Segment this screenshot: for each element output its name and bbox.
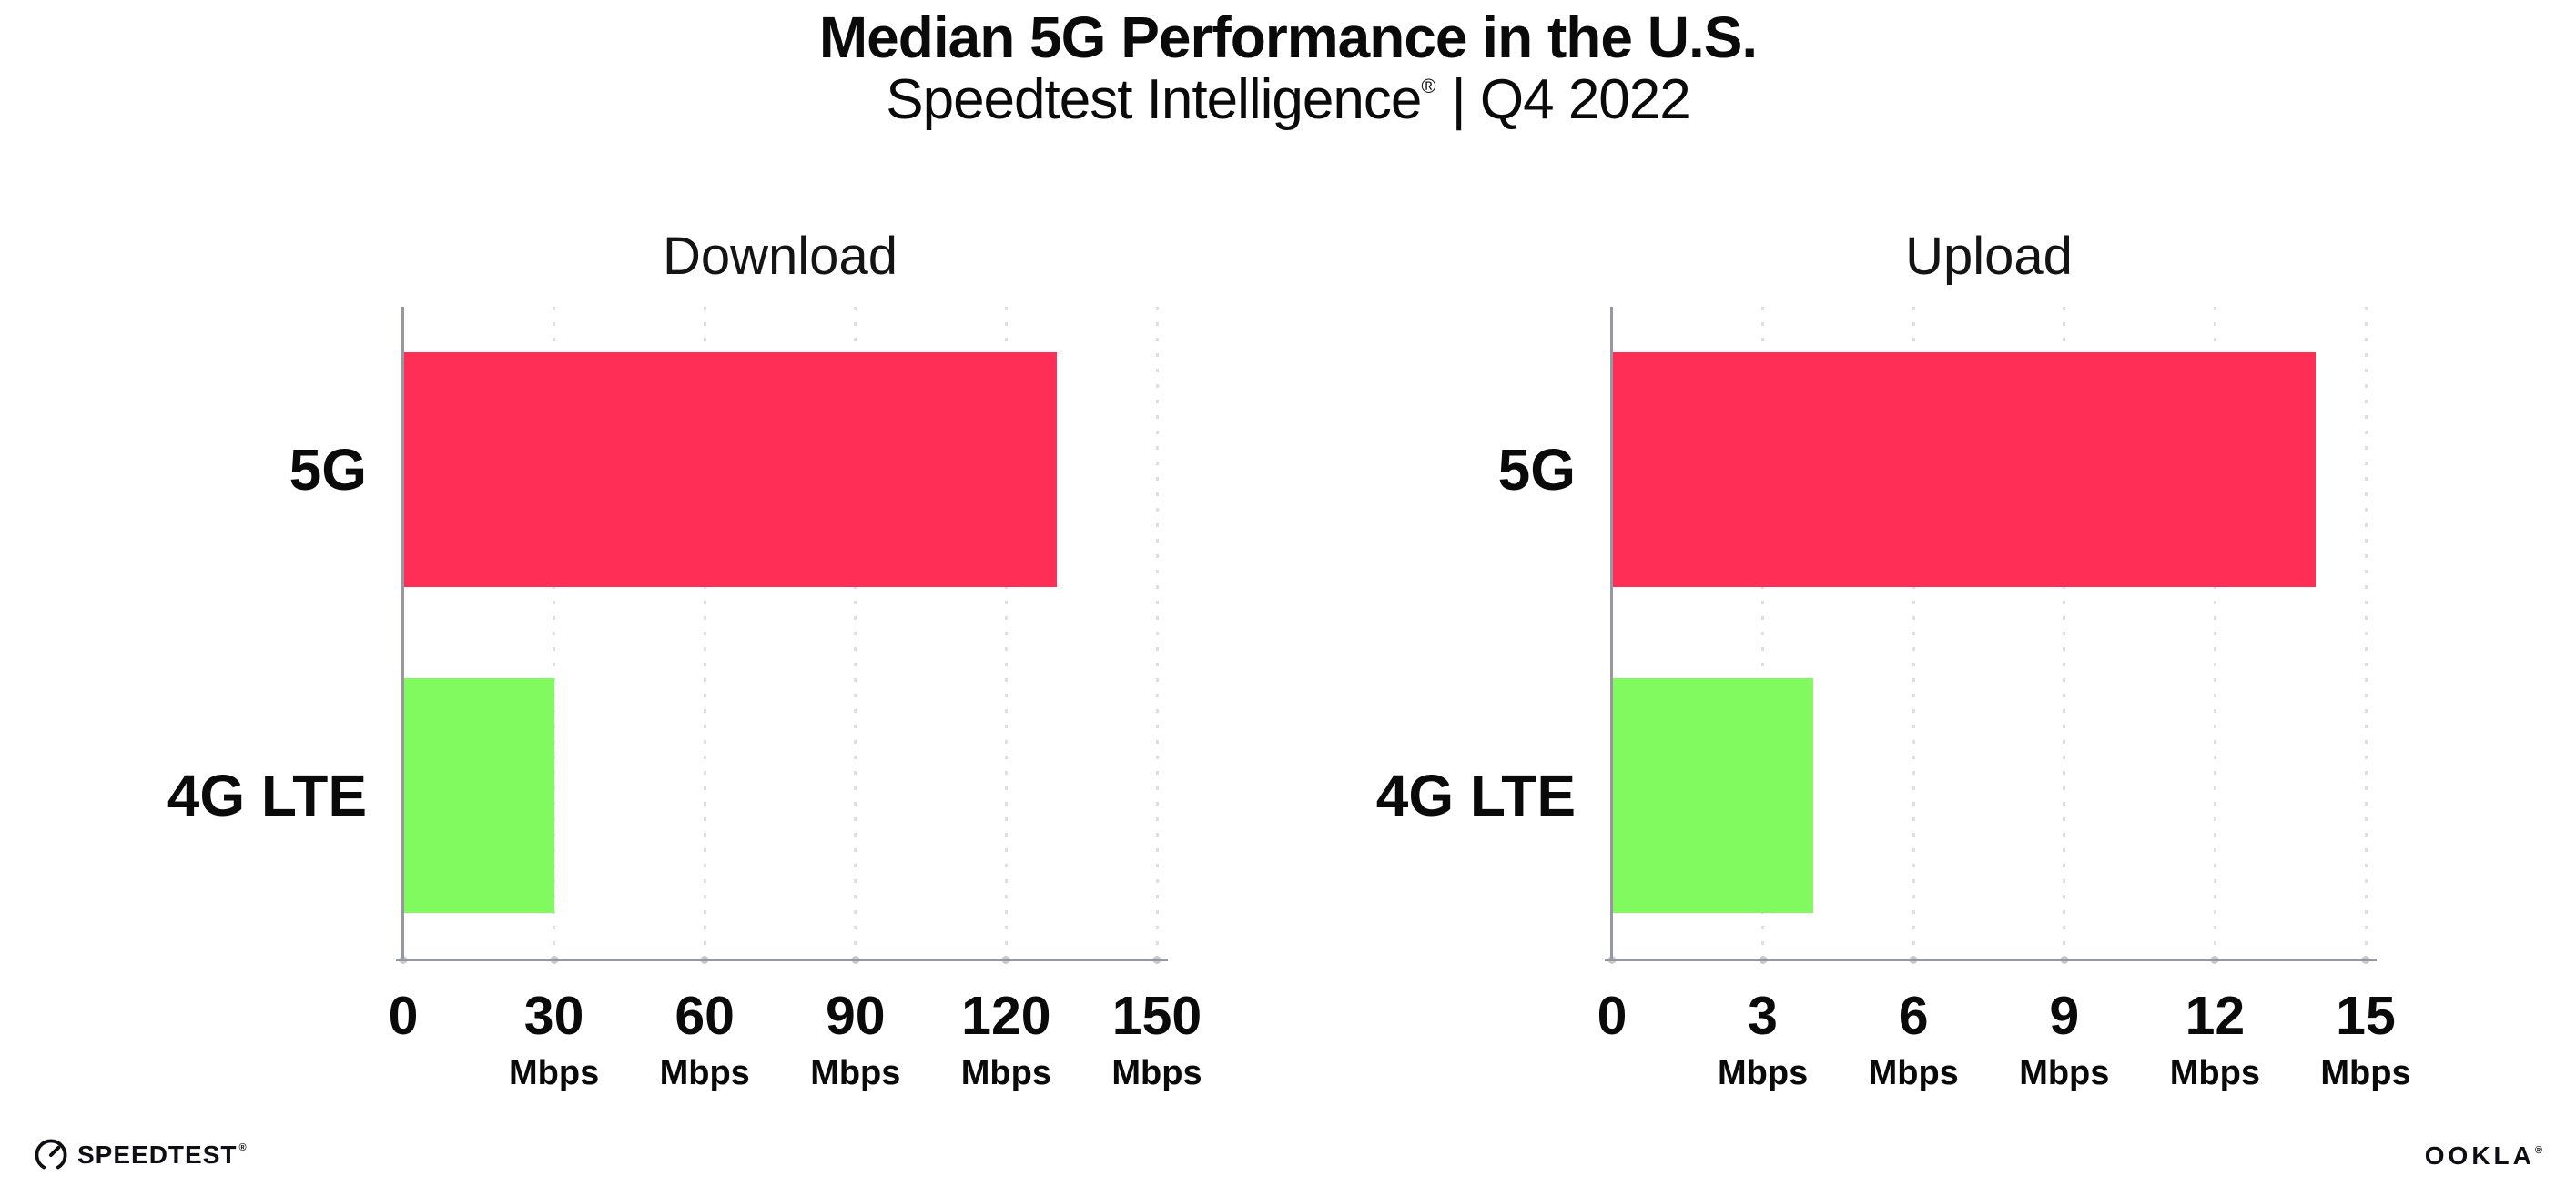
- gridline-12: [2213, 307, 2216, 959]
- gridline-60: [703, 307, 706, 959]
- x-tick-value: 30: [523, 986, 584, 1046]
- x-tick-unit: Mbps: [810, 1054, 901, 1092]
- x-tick-unit: Mbps: [508, 1054, 600, 1092]
- x-tick-label-12: 12 Mbps: [2124, 986, 2306, 1092]
- x-tick-label-9: 9 Mbps: [1973, 986, 2155, 1092]
- x-axis-line: [1605, 959, 2377, 961]
- x-tick-unit: Mbps: [1868, 1054, 1959, 1092]
- speedtest-gauge-icon: [35, 1139, 67, 1170]
- x-tick-unit: Mbps: [1717, 1054, 1809, 1092]
- upload-chart: 0 3 Mbps 6 Mbps 9 Mbps 12 Mbps 15 Mbps 5G 4G LTE: [1376, 307, 2411, 1090]
- x-tick-unit: Mbps: [2169, 1054, 2260, 1092]
- gridline-6: [1912, 307, 1915, 959]
- speedtest-trademark: ®: [238, 1142, 248, 1153]
- y-category-label-5g: 5G: [289, 437, 367, 502]
- x-tick-value: 12: [2185, 986, 2246, 1046]
- x-tick-label-0: 0: [312, 989, 494, 1043]
- x-tick-label-6: 6 Mbps: [1822, 986, 2004, 1092]
- x-tick-unit: Mbps: [1111, 1054, 1202, 1092]
- gridline-120: [1004, 307, 1008, 959]
- ookla-trademark: ®: [2534, 1145, 2542, 1156]
- gridline-9: [2063, 307, 2066, 959]
- gridline-3: [1761, 307, 1765, 959]
- page-subtitle: Speedtest Intelligence® | Q4 2022: [0, 67, 2576, 132]
- y-category-label-5g: 5G: [1497, 437, 1576, 502]
- upload-chart-title: Upload: [1905, 227, 2073, 286]
- x-tick-label-30: 30 Mbps: [463, 986, 645, 1092]
- x-tick-value: 60: [674, 986, 735, 1046]
- y-category-label-4g-lte: 4G LTE: [167, 763, 367, 828]
- x-tick-unit: Mbps: [960, 1054, 1051, 1092]
- download-chart: 0 30 Mbps 60 Mbps 90 Mbps 120 Mbps 150 Mbps 5G 4G LT…: [167, 307, 1202, 1090]
- y-axis-line: [401, 307, 404, 960]
- x-tick-value: 0: [1597, 986, 1628, 1046]
- x-tick-value: 6: [1898, 986, 1929, 1046]
- x-tick-unit: Mbps: [659, 1054, 750, 1092]
- x-tick-value: 90: [825, 986, 886, 1046]
- speedtest-logo-text: SPEEDTEST ®: [77, 1141, 248, 1169]
- x-tick-value: 150: [1111, 986, 1202, 1046]
- gridline-90: [854, 307, 857, 959]
- speedtest-logo: SPEEDTEST ®: [33, 1135, 248, 1175]
- x-tick-value: 9: [2049, 986, 2080, 1046]
- download-bar-4g-lte: [403, 678, 554, 913]
- y-category-label-4g-lte: 4G LTE: [1375, 763, 1576, 828]
- y-axis-line: [1610, 307, 1613, 960]
- registered-mark: ®: [1421, 75, 1435, 97]
- upload-bar-5g: [1612, 352, 2316, 587]
- download-bar-5g: [403, 352, 1057, 587]
- ookla-logo: OOKLA®: [2425, 1141, 2542, 1171]
- gridline-15: [2364, 307, 2368, 959]
- upload-bar-4g-lte: [1612, 678, 1813, 913]
- x-tick-label-90: 90 Mbps: [765, 986, 947, 1092]
- x-tick-label-120: 120 Mbps: [915, 986, 1097, 1092]
- x-tick-value: 3: [1748, 986, 1778, 1046]
- x-axis-line: [396, 959, 1168, 961]
- x-tick-label-60: 60 Mbps: [614, 986, 796, 1092]
- page-title: Median 5G Performance in the U.S.: [818, 5, 1758, 70]
- download-chart-title: Download: [663, 227, 898, 286]
- x-tick-unit: Mbps: [2019, 1054, 2110, 1092]
- x-tick-label-150: 150 Mbps: [1066, 986, 1248, 1092]
- subtitle-period: | Q4 2022: [1451, 68, 1691, 131]
- x-tick-label-3: 3 Mbps: [1672, 986, 1854, 1092]
- x-tick-label-0: 0: [1521, 989, 1703, 1043]
- x-tick-value: 0: [388, 986, 419, 1046]
- x-tick-value: 120: [961, 986, 1051, 1046]
- gridline-150: [1155, 307, 1159, 959]
- x-tick-unit: Mbps: [2320, 1054, 2411, 1092]
- ookla-logo-text: OOKLA: [2424, 1141, 2535, 1170]
- x-tick-value: 15: [2336, 986, 2396, 1046]
- gridline-30: [553, 307, 556, 959]
- subtitle-brand: Speedtest Intelligence: [886, 68, 1422, 131]
- x-tick-label-15: 15 Mbps: [2275, 986, 2457, 1092]
